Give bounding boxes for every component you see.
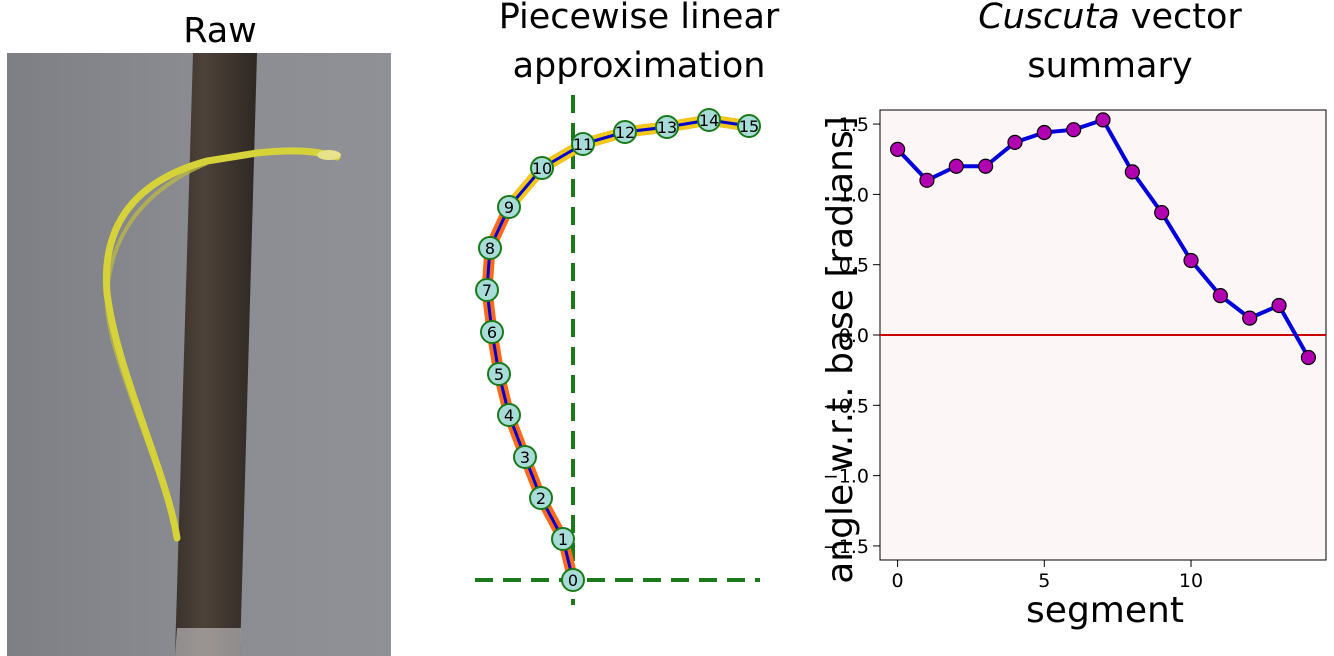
data-point (919, 172, 935, 188)
data-point (1212, 288, 1228, 304)
approx-node-circle (529, 486, 553, 510)
summary-panel-title-line2: summary (1027, 46, 1193, 86)
approx-node-label: 15 (739, 117, 759, 136)
approx-node-label: 0 (568, 571, 578, 590)
approx-node-circle (561, 568, 585, 592)
approx-node-circle (613, 120, 637, 144)
y-tick-label: −1.5 (823, 536, 869, 558)
tendril (102, 147, 341, 542)
approx-node: 7 (475, 278, 499, 302)
summary-title-rest: vector (1119, 0, 1242, 37)
approx-node-circle (513, 445, 537, 469)
approx-node: 12 (613, 120, 637, 144)
rod-base (175, 628, 241, 656)
approx-panel-title-line1: Piecewise linear (498, 0, 780, 37)
y-tick-label: −1.0 (823, 466, 869, 488)
approx-node-label: 10 (532, 159, 552, 178)
x-axis-label: segment (1026, 590, 1184, 631)
approx-node-circle (497, 403, 521, 427)
summary-title-italic: Cuscuta (978, 0, 1120, 37)
approx-node-circle (475, 278, 499, 302)
raw-photo (7, 53, 391, 656)
data-point (1300, 349, 1316, 366)
approx-node: 14 (697, 108, 721, 132)
data-point (1007, 134, 1023, 150)
summary-panel-title-line1: Cuscuta vector (950, 0, 1270, 42)
approx-node-label: 13 (657, 118, 677, 137)
y-axis-label: angle w.r.t. base [radians] (820, 116, 861, 584)
data-point (1066, 122, 1082, 138)
approx-node: 2 (529, 486, 553, 510)
approx-node-label: 6 (487, 323, 497, 342)
approx-node-label: 3 (520, 448, 530, 467)
approx-node-label: 11 (573, 135, 593, 154)
raw-panel-title: Raw (183, 11, 257, 51)
approx-node-label: 12 (615, 123, 635, 142)
data-point (890, 141, 906, 157)
approx-node: 15 (737, 114, 761, 138)
approx-node: 9 (497, 195, 521, 219)
approx-node-circle (551, 527, 575, 551)
approx-node-circle (571, 132, 595, 156)
data-point (1036, 124, 1052, 141)
approx-node-circle (655, 115, 679, 139)
approx-node: 6 (480, 320, 504, 344)
data-point (1095, 112, 1111, 128)
approx-node: 10 (530, 156, 554, 180)
x-tick-label: 10 (1179, 570, 1203, 592)
approx-node: 3 (513, 445, 537, 469)
data-point (1271, 297, 1287, 314)
y-tick-label: 0.0 (839, 325, 869, 347)
tendril-tip (317, 150, 341, 160)
approx-node: 11 (571, 132, 595, 156)
approx-node: 0 (561, 568, 585, 592)
approx-node: 8 (478, 236, 502, 260)
data-point (1154, 205, 1170, 221)
approx-node-circle (737, 114, 761, 138)
data-point (978, 158, 994, 174)
x-tick-label: 5 (1038, 570, 1050, 592)
approx-node-circle (697, 108, 721, 132)
approx-node-label: 5 (494, 365, 504, 384)
approx-node: 4 (497, 403, 521, 427)
approx-node: 1 (551, 527, 575, 551)
approx-node-circle (530, 156, 554, 180)
rod (175, 53, 257, 656)
approx-node-label: 7 (482, 281, 492, 300)
approx-node-circle (487, 362, 511, 386)
x-tick-label: 0 (892, 570, 904, 592)
y-tick-label: 1.0 (839, 184, 869, 206)
approx-node-circle (497, 195, 521, 219)
data-point (1124, 164, 1140, 180)
data-point (948, 158, 964, 174)
approx-node-label: 2 (536, 489, 546, 508)
y-tick-label: 1.5 (839, 114, 869, 136)
approx-node-circle (480, 320, 504, 344)
approx-node: 5 (487, 362, 511, 386)
approx-node-label: 1 (558, 530, 568, 549)
approx-panel-title-line2: approximation (512, 46, 766, 86)
approx-node-circle (478, 236, 502, 260)
approx-node-label: 8 (485, 239, 495, 258)
approx-node-label: 14 (699, 111, 719, 130)
approx-node: 13 (655, 115, 679, 139)
y-tick-label: 0.5 (839, 255, 869, 277)
data-point (1242, 310, 1258, 326)
data-point (1183, 252, 1199, 269)
approx-node-label: 4 (504, 406, 514, 425)
segment-path (485, 118, 750, 581)
y-tick-label: −0.5 (823, 395, 869, 417)
approx-node-label: 9 (504, 198, 514, 217)
